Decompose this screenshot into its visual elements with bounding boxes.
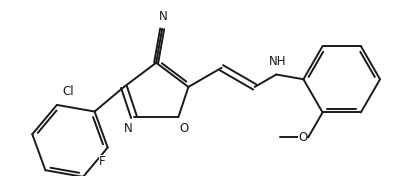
- Text: NH: NH: [269, 55, 286, 68]
- Text: N: N: [124, 122, 133, 135]
- Text: Cl: Cl: [62, 85, 74, 98]
- Text: F: F: [100, 155, 106, 168]
- Text: O: O: [179, 122, 189, 135]
- Text: O: O: [298, 131, 307, 144]
- Text: N: N: [159, 10, 168, 23]
